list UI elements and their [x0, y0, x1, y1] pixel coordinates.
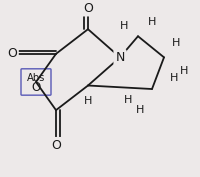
Text: O: O	[51, 139, 61, 152]
Text: O: O	[7, 47, 17, 60]
Text: Abs: Abs	[27, 73, 45, 83]
Text: O: O	[83, 2, 93, 15]
Text: H: H	[136, 105, 144, 115]
FancyBboxPatch shape	[21, 69, 51, 95]
Text: H: H	[124, 95, 132, 105]
Text: H: H	[170, 73, 178, 84]
Text: H: H	[180, 66, 188, 76]
Text: H: H	[120, 21, 128, 31]
Text: O: O	[31, 81, 41, 94]
Text: H: H	[172, 38, 180, 48]
Text: H: H	[84, 96, 92, 106]
Text: H: H	[148, 17, 156, 27]
Text: N: N	[115, 51, 125, 64]
